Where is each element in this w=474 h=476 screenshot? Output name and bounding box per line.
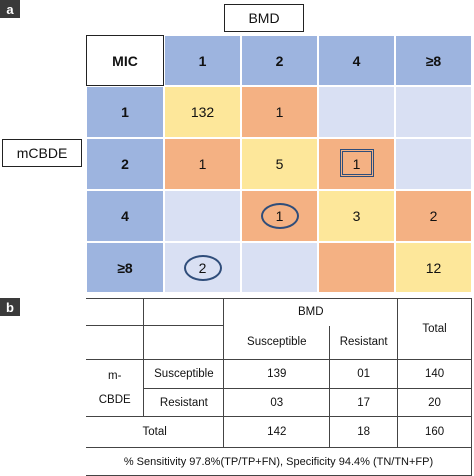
row-susceptible-label: Susceptible [143, 359, 225, 389]
highlight-square-marker [339, 149, 374, 177]
grid-cell: 132 [164, 86, 241, 138]
mcbde-axis-label: mCBDE [2, 139, 82, 167]
grid-cell [395, 86, 472, 138]
panel-a-label: a [0, 0, 20, 18]
cell-st: 140 [397, 359, 472, 389]
highlight-ellipse-marker [183, 254, 222, 281]
empty-cell [143, 298, 225, 326]
cell-sr: 01 [329, 359, 399, 389]
empty-cell [86, 325, 145, 360]
cell-rs: 03 [223, 388, 331, 417]
mic-grid: MIC 1 2 4 ≥8 1 2 4 ≥8 132 1 1 5 1 1 3 2 2 12 [86, 35, 472, 293]
contingency-table: BMD Total Susceptible Resistant m- CBDE … [86, 298, 472, 476]
mcbde-line-1: m- [107, 370, 122, 382]
mic-corner-header: MIC [86, 35, 164, 86]
cell-rr: 17 [329, 388, 399, 417]
grid-cell: 5 [241, 138, 318, 190]
grid-cell: 1 [318, 138, 395, 190]
sensitivity-footer: % Sensitivity 97.8%(TP/TP+FN), Specifici… [86, 447, 472, 476]
col-header-4: ≥8 [395, 35, 472, 86]
empty-cell [143, 325, 225, 360]
mcbde-group-header: m- CBDE [86, 359, 145, 417]
grid-cell: 1 [164, 138, 241, 190]
grid-cell: 12 [395, 242, 472, 293]
grid-cell [318, 242, 395, 293]
bmd-group-header: BMD [223, 298, 399, 326]
empty-cell [86, 298, 145, 326]
bmd-axis-label: BMD [224, 4, 304, 32]
row-header-3: 4 [86, 190, 164, 242]
row-header-4: ≥8 [86, 242, 164, 293]
total-susceptible: 142 [223, 416, 331, 448]
grid-cell: 3 [318, 190, 395, 242]
total-header: Total [397, 298, 472, 360]
panel-b-label: b [0, 298, 20, 316]
grid-cell [241, 242, 318, 293]
grid-cell [395, 138, 472, 190]
row-header-1: 1 [86, 86, 164, 138]
resistant-header: Resistant [329, 325, 399, 360]
grid-cell [318, 86, 395, 138]
susceptible-header: Susceptible [223, 325, 331, 360]
grid-cell [164, 190, 241, 242]
col-header-3: 4 [318, 35, 395, 86]
grid-cell: 2 [395, 190, 472, 242]
row-header-2: 2 [86, 138, 164, 190]
cell-ss: 139 [223, 359, 331, 389]
mcbde-line-2: CBDE [98, 394, 131, 406]
cell-rt: 20 [397, 388, 472, 417]
row-resistant-label: Resistant [143, 388, 225, 417]
total-row-label: Total [86, 416, 225, 448]
total-total: 160 [397, 416, 472, 448]
grid-cell: 1 [241, 86, 318, 138]
col-header-1: 1 [164, 35, 241, 86]
highlight-ellipse-marker [260, 203, 299, 229]
col-header-2: 2 [241, 35, 318, 86]
total-resistant: 18 [329, 416, 399, 448]
